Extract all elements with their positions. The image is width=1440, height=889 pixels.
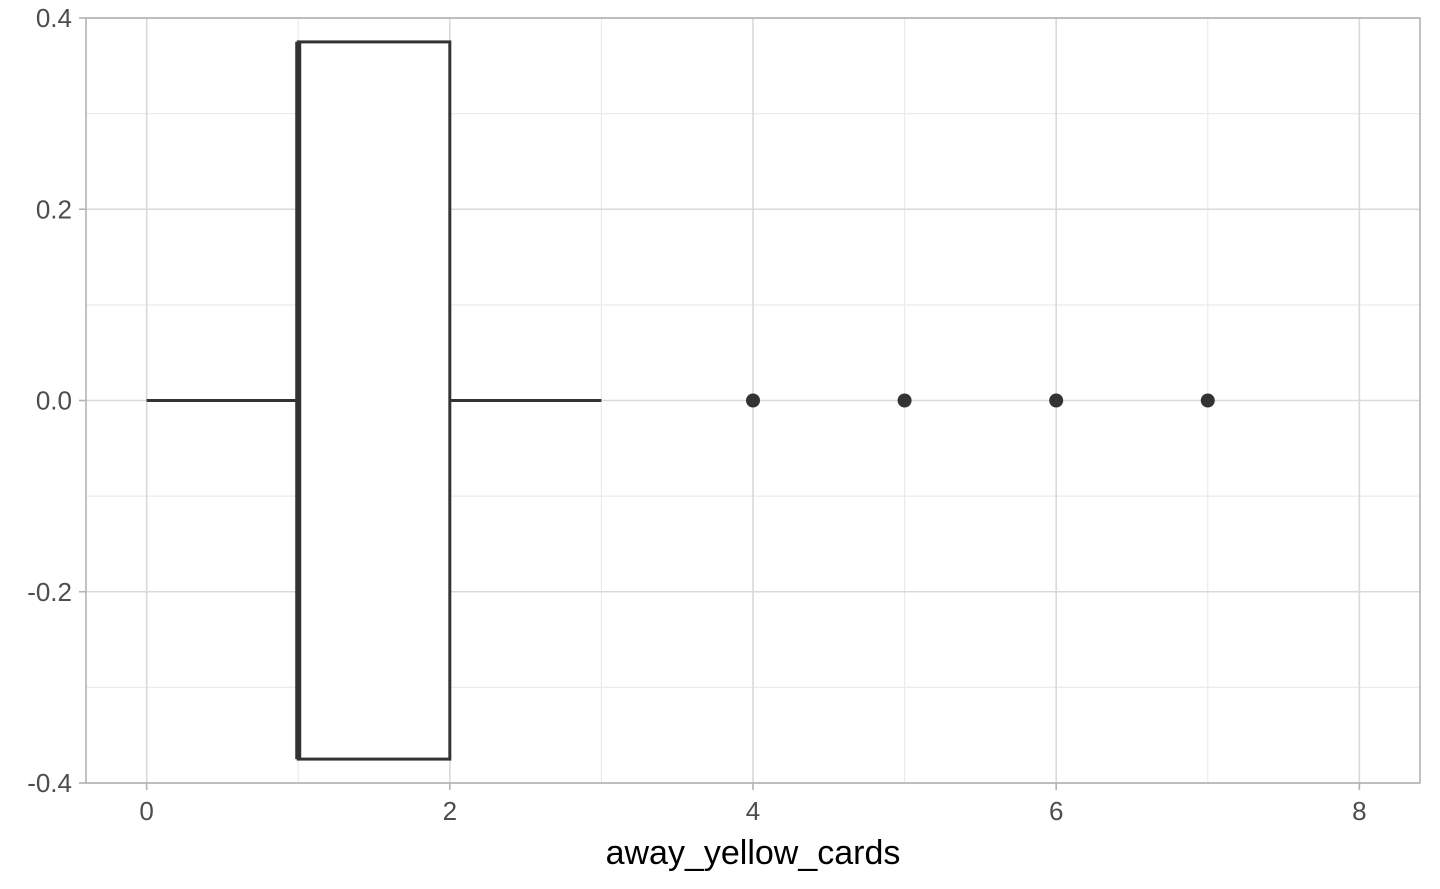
- x-tick-label: 4: [746, 796, 760, 826]
- box-plot: [146, 40, 602, 761]
- x-tick-label: 2: [443, 796, 457, 826]
- x-tick-label: 6: [1049, 796, 1063, 826]
- x-axis-tick-labels: 0 2 4 6 8: [139, 796, 1366, 826]
- x-axis-title: away_yellow_cards: [606, 834, 901, 872]
- y-tick-label: -0.2: [27, 577, 72, 607]
- outlier-point: [746, 393, 760, 408]
- y-tick-label: 0.0: [36, 386, 72, 416]
- outlier-points: [746, 393, 1215, 408]
- y-axis-tick-labels: -0.4 -0.2 0.0 0.2 0.4: [27, 3, 72, 798]
- y-tick-label: 0.4: [36, 3, 72, 33]
- box-iqr: [296, 40, 452, 761]
- x-tick-label: 8: [1352, 796, 1366, 826]
- y-tick-label: -0.4: [27, 768, 72, 798]
- outlier-point: [1049, 393, 1064, 408]
- outlier-point: [1200, 393, 1215, 408]
- axis-ticks: [79, 17, 1361, 790]
- panel-border: [85, 17, 1421, 784]
- outlier-point: [897, 393, 912, 408]
- x-tick-label: 0: [139, 796, 153, 826]
- y-tick-label: 0.2: [36, 194, 72, 224]
